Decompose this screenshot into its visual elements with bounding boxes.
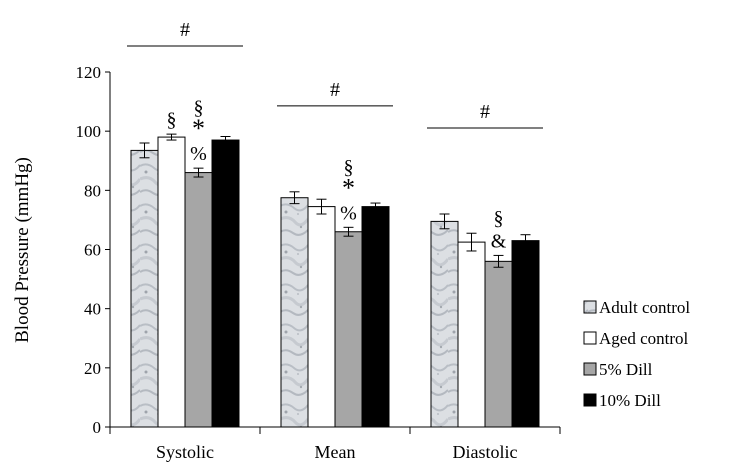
group-comparison-marker: # xyxy=(480,101,490,123)
y-axis-label: Blood Pressure (mmHg) xyxy=(12,157,33,343)
legend-swatch xyxy=(583,393,597,407)
bar xyxy=(457,241,486,428)
y-tick-label: 20 xyxy=(84,359,101,378)
legend-label: Adult control xyxy=(599,298,690,317)
bar xyxy=(307,206,336,428)
y-tick-label: 120 xyxy=(76,63,102,82)
legend-label: Aged control xyxy=(599,329,689,348)
bar xyxy=(430,220,459,428)
group-comparison-marker: # xyxy=(330,79,340,101)
significance-marker: & xyxy=(491,230,507,252)
bar xyxy=(511,240,540,428)
x-tick-label: Diastolic xyxy=(453,442,518,462)
bar xyxy=(334,231,363,428)
bar xyxy=(211,139,240,428)
x-tick-label: Mean xyxy=(315,442,356,462)
significance-marker: % xyxy=(340,202,357,224)
legend-swatch xyxy=(583,331,597,345)
significance-marker: § xyxy=(494,207,504,229)
bar xyxy=(184,172,213,428)
group-comparison-marker: # xyxy=(180,19,190,41)
significance-marker: * xyxy=(342,173,355,202)
legend-label: 5% Dill xyxy=(599,360,653,379)
bar xyxy=(361,206,390,428)
bar xyxy=(484,260,513,428)
significance-marker: § xyxy=(167,109,177,131)
bar xyxy=(157,136,186,428)
bar xyxy=(130,149,159,428)
legend-swatch xyxy=(583,300,597,314)
x-tick-label: Systolic xyxy=(156,442,214,462)
significance-marker: * xyxy=(192,114,205,143)
y-tick-label: 60 xyxy=(84,241,101,260)
y-tick-label: 0 xyxy=(93,418,102,437)
significance-marker: § xyxy=(344,156,354,178)
bar xyxy=(280,197,309,428)
legend-label: 10% Dill xyxy=(599,391,661,410)
significance-marker: § xyxy=(194,97,204,119)
y-tick-label: 40 xyxy=(84,300,101,319)
y-tick-label: 80 xyxy=(84,181,101,200)
significance-marker: % xyxy=(190,143,207,165)
legend-swatch xyxy=(583,362,597,376)
y-tick-label: 100 xyxy=(76,122,102,141)
